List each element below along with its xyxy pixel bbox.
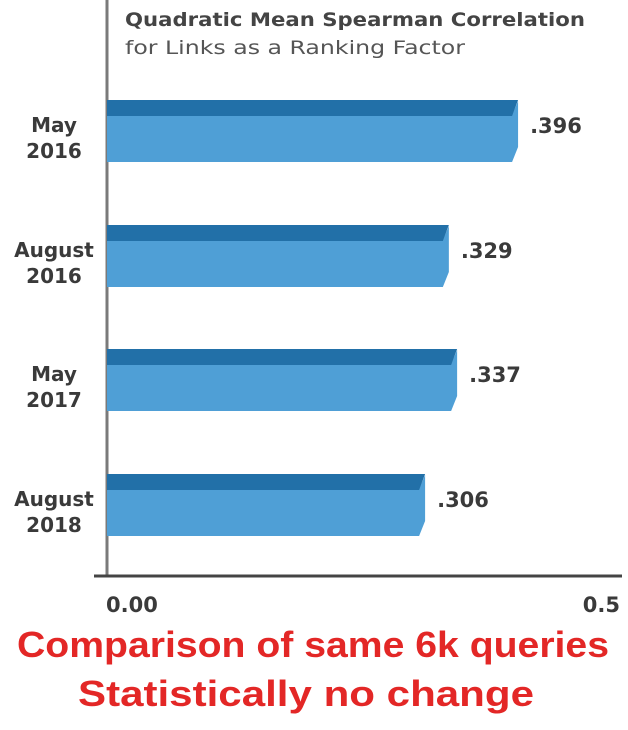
bar xyxy=(107,350,458,411)
category-label: August xyxy=(14,238,94,262)
bar-top-face xyxy=(107,100,519,116)
chart-title: Quadratic Mean Spearman Correlation xyxy=(125,9,585,31)
annotation-line-2: Statistically no change xyxy=(78,673,534,714)
category-label: May xyxy=(31,113,77,137)
bar-top-face xyxy=(107,349,458,365)
category-label: 2017 xyxy=(26,388,82,412)
category-label: May xyxy=(31,362,77,386)
bar xyxy=(107,475,426,536)
annotation-line-1: Comparison of same 6k queries xyxy=(17,624,609,665)
bar-top-face xyxy=(107,474,426,490)
category-label: 2016 xyxy=(26,264,82,288)
bar xyxy=(107,226,449,287)
category-label: August xyxy=(14,487,94,511)
value-label: .329 xyxy=(461,239,513,263)
x-tick-label-min: 0.00 xyxy=(106,593,158,617)
category-label: 2018 xyxy=(26,513,82,537)
bar xyxy=(107,101,519,162)
x-tick-label-max: 0.5 xyxy=(583,593,620,617)
category-label: 2016 xyxy=(26,139,82,163)
value-label: .396 xyxy=(530,114,582,138)
bar-top-face xyxy=(107,225,449,241)
value-label: .337 xyxy=(469,363,521,387)
chart-subtitle: for Links as a Ranking Factor xyxy=(125,37,465,59)
value-label: .306 xyxy=(437,488,489,512)
